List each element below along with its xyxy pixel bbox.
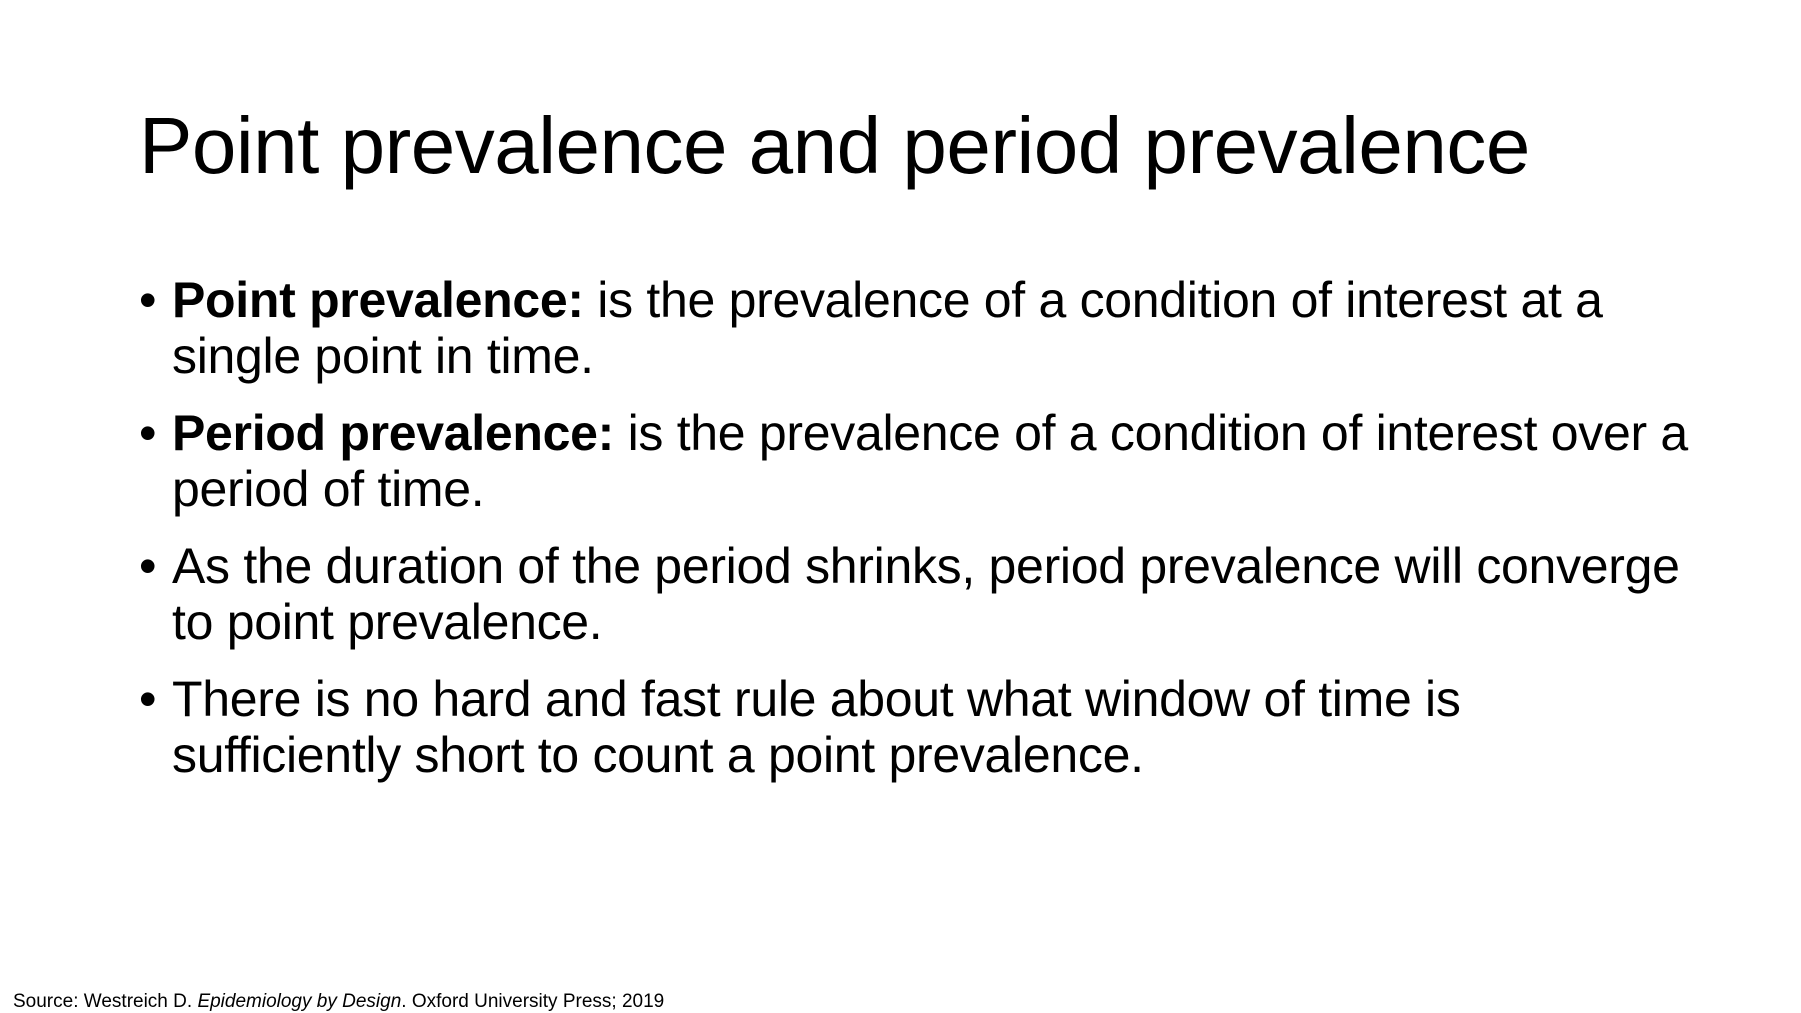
bullet-text: There is no hard and fast rule about wha… [172, 671, 1461, 783]
bullet-item-window-rule: • There is no hard and fast rule about wh… [139, 671, 1699, 783]
bullet-text: is the prevalence of a condition of inte… [172, 405, 1688, 517]
bullet-icon: • [139, 538, 157, 594]
bullet-icon: • [139, 671, 157, 727]
bullet-term: Point prevalence: [172, 272, 584, 328]
source-prefix: Source: Westreich D. [13, 991, 198, 1012]
bullet-icon: • [139, 405, 157, 461]
source-book-title: Epidemiology by Design [197, 991, 402, 1012]
bullet-item-convergence: • As the duration of the period shrinks, … [139, 538, 1699, 650]
bullet-text: is the prevalence of a condition of inte… [172, 272, 1603, 384]
bullet-text: As the duration of the period shrinks, p… [172, 538, 1680, 650]
slide-title: Point prevalence and period prevalence [139, 101, 1530, 190]
source-suffix: . Oxford University Press; 2019 [401, 991, 665, 1012]
bullet-list: • Point prevalence: is the prevalence of … [139, 272, 1699, 804]
bullet-term: Period prevalence: [172, 405, 615, 461]
bullet-item-point-prevalence: • Point prevalence: is the prevalence of … [139, 272, 1699, 384]
bullet-icon: • [139, 272, 157, 328]
source-citation: Source: Westreich D. Epidemiology by Des… [13, 991, 664, 1013]
bullet-item-period-prevalence: • Period prevalence: is the prevalence of… [139, 405, 1699, 517]
